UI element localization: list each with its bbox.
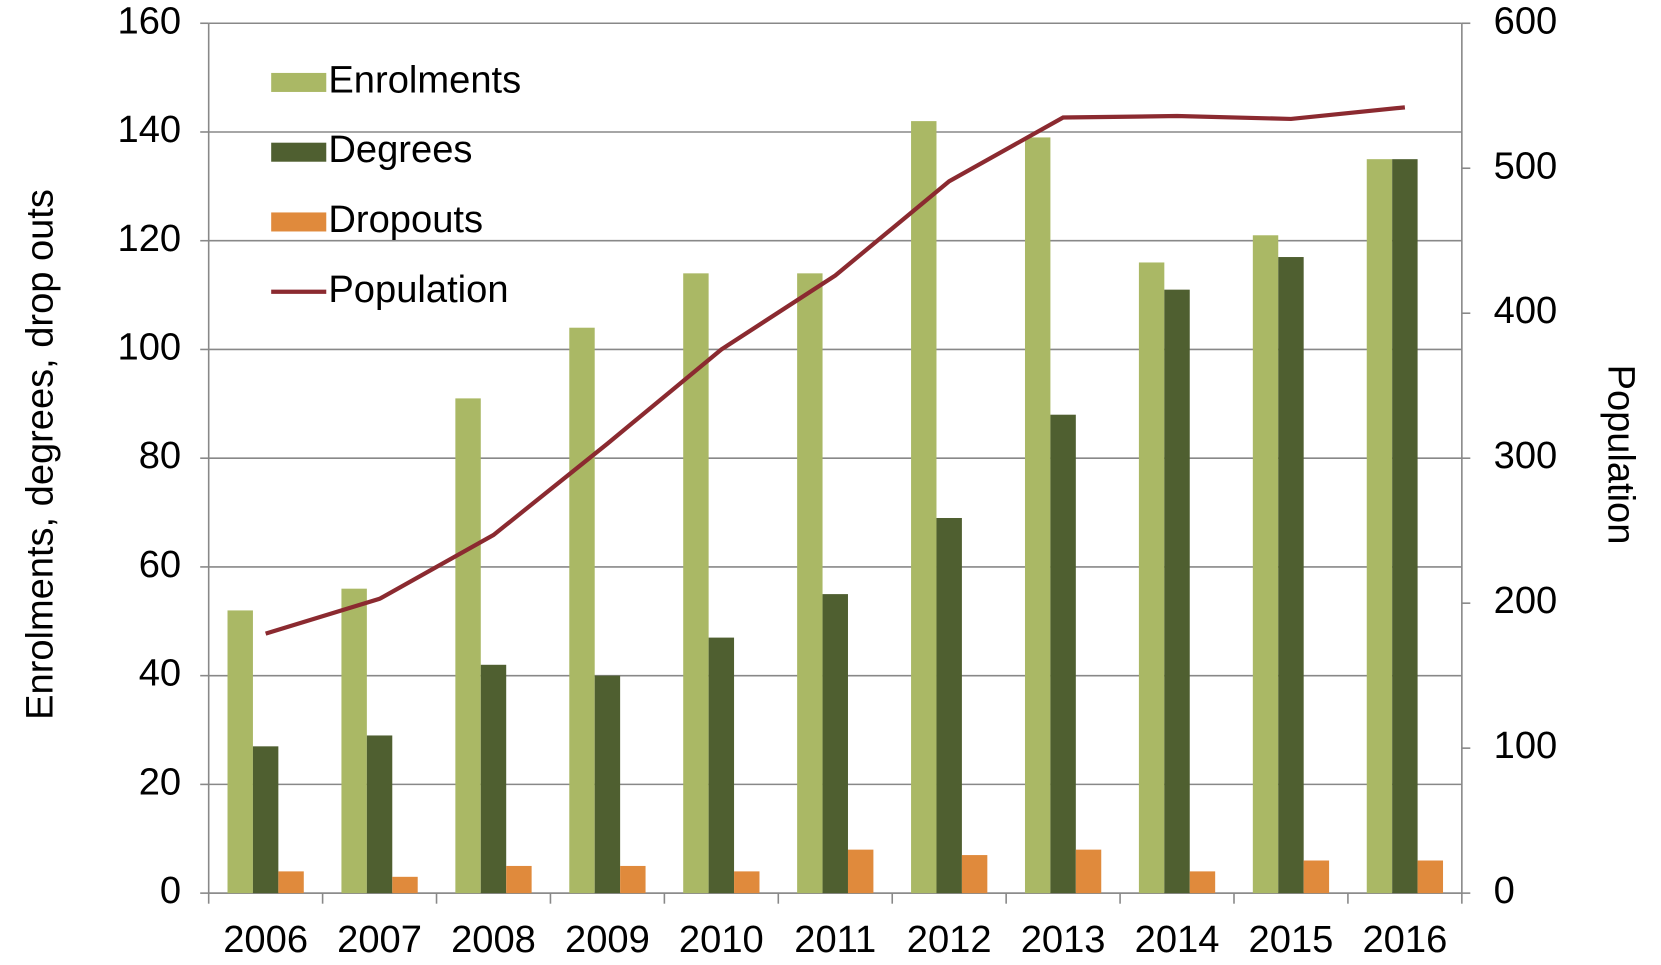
bar [252, 746, 279, 894]
legend-swatch [271, 72, 327, 92]
bar [569, 327, 595, 894]
x-tick-label: 2011 [794, 919, 876, 961]
y2-tick-label: 500 [1494, 145, 1558, 187]
bar [341, 588, 367, 894]
y-tick-label: 20 [139, 761, 181, 803]
y2-tick-label: 100 [1494, 725, 1558, 767]
x-tick-label: 2016 [1362, 919, 1447, 961]
bar [1303, 860, 1330, 894]
y-tick-label: 140 [118, 109, 182, 151]
y-axis-label: Enrolments, degrees, drop outs [19, 189, 61, 720]
y-tick-label: 60 [139, 544, 181, 586]
bar [708, 637, 735, 894]
bar [961, 855, 988, 894]
y2-tick-label: 300 [1494, 435, 1558, 477]
x-tick-label: 2015 [1249, 919, 1334, 961]
x-tick-label: 2014 [1135, 919, 1220, 961]
y2-axis-label: Population [1600, 365, 1642, 545]
y-tick-label: 0 [160, 870, 181, 912]
x-tick-label: 2013 [1021, 919, 1106, 961]
bar [455, 398, 481, 894]
bar [506, 865, 532, 894]
x-tick-label: 2007 [337, 919, 422, 961]
bar [227, 610, 253, 894]
legend-label: Enrolments [328, 60, 521, 102]
y-tick-label: 40 [139, 653, 181, 695]
y2-tick-label: 600 [1494, 0, 1558, 42]
bar [911, 121, 937, 894]
x-tick-label: 2012 [907, 919, 992, 961]
bar [278, 871, 304, 894]
bar [1417, 860, 1444, 894]
legend-label: Dropouts [328, 199, 483, 241]
bar [797, 273, 823, 894]
y-tick-label: 100 [118, 327, 182, 369]
bar [480, 664, 507, 894]
bar [594, 675, 621, 894]
bar [1050, 414, 1076, 894]
x-tick-label: 2008 [451, 919, 536, 961]
bar [620, 865, 646, 894]
y-tick-label: 160 [118, 0, 182, 42]
bar [1366, 159, 1393, 894]
y2-tick-label: 400 [1494, 290, 1558, 332]
x-tick-label: 2010 [679, 919, 764, 961]
legend-label: Degrees [328, 129, 472, 171]
bar [392, 876, 418, 894]
y2-tick-label: 0 [1494, 870, 1515, 912]
y2-tick-label: 200 [1494, 580, 1558, 622]
x-tick-label: 2009 [565, 919, 650, 961]
legend-swatch [271, 142, 327, 162]
y-tick-label: 120 [118, 218, 182, 260]
bar [1138, 262, 1165, 894]
bar [1278, 257, 1304, 894]
x-tick-label: 2006 [223, 919, 308, 961]
bar [734, 871, 760, 894]
bar [847, 849, 874, 894]
bar [822, 594, 848, 894]
bar [683, 273, 709, 894]
bar [1252, 235, 1279, 894]
legend-swatch [271, 212, 327, 232]
bar [1024, 137, 1051, 894]
y-tick-label: 80 [139, 435, 181, 477]
bar [1164, 289, 1190, 894]
bar [936, 517, 962, 894]
line [265, 105, 1406, 636]
bar [1075, 849, 1102, 894]
bar [366, 735, 393, 894]
bar [1189, 871, 1216, 894]
bar [1392, 159, 1418, 894]
legend-label: Population [328, 269, 508, 311]
